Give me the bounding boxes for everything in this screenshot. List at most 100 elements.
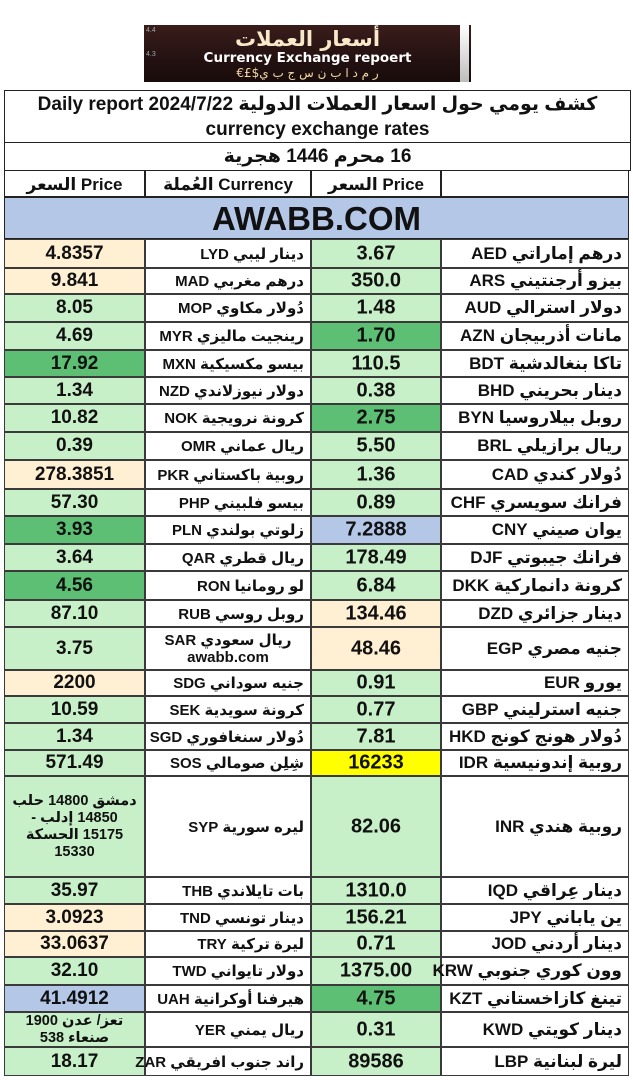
report-title-line2: currency exchange rates — [205, 119, 430, 140]
logo-edge — [460, 25, 469, 82]
logo-corner-bottom: 4.3 — [146, 51, 156, 58]
currency-left-cell-text: بيسو مكسيكية MXN — [162, 355, 304, 373]
currency-right-cell-text: دينار عِراقي IQD — [487, 880, 622, 900]
price-right-cell-text: 7.81 — [356, 725, 396, 747]
price-right-cell: 110.5 — [311, 350, 441, 377]
table-row: 10.82 كرونة نرويجية NOK 2.75 روبل بيلاروسيا… — [0, 404, 633, 432]
currency-right-cell-text: دولار استرالي AUD — [464, 298, 623, 317]
currency-right-cell-text: ليرة لبنانية LBP — [494, 1051, 622, 1071]
price-right-cell: 1375.00 — [311, 957, 441, 985]
price-right-cell: 0.89 — [311, 489, 441, 516]
currency-right-cell: دُولار كندي CAD — [441, 460, 629, 489]
currency-right-cell: وون كوري جنوبي KRW — [433, 957, 629, 985]
currency-left-cell: رينجيت ماليزي MYR — [145, 322, 311, 350]
price-right-cell-text: 1310.0 — [345, 879, 407, 901]
price-right-cell: 1310.0 — [311, 877, 441, 904]
header-blank — [441, 170, 629, 197]
currency-left-cell-text: ليره سورية SYP — [188, 818, 304, 836]
price-left-cell: 1.34 — [4, 377, 145, 404]
logo-subline: €£$ر م د ا ب ن س ج ب ي — [236, 66, 379, 80]
price-right-cell: 0.31 — [311, 1012, 441, 1047]
currency-right-cell: مانات أذربيجان AZN — [441, 322, 629, 350]
table-row: 571.49 شِلِن صومالي SOS 16233 روبية إندونيس… — [0, 750, 633, 776]
logo-corner-top: 4.4 — [146, 27, 156, 34]
currency-left-cell: دولار تايواني TWD — [145, 957, 311, 985]
currency-left-cell-text: دولار نيوزلاندي NZD — [159, 382, 304, 400]
price-right-cell: 5.50 — [311, 432, 441, 460]
currency-right-cell-text: دُولار هونج كونج HKD — [448, 726, 622, 746]
price-right-cell-text: 89586 — [348, 1050, 404, 1072]
price-left-cell-text: 10.82 — [50, 407, 99, 428]
price-left-cell: 1.34 — [4, 723, 145, 750]
price-left-cell-text: 10.59 — [50, 698, 99, 720]
currency-right-cell-text: دينار جزائري DZD — [478, 603, 622, 623]
price-left-cell-text: 3.93 — [56, 519, 93, 540]
currency-right-cell: فرانك سويسري CHF — [441, 489, 629, 516]
currency-right-cell-text: دُولار كندي CAD — [491, 464, 622, 484]
price-left-cell: 18.17 — [4, 1047, 145, 1076]
report-title: كشف يومي حول اسعار العملات الدولية Daily… — [4, 90, 631, 143]
table-row: 2200 جنيه سوداني SDG 0.91 يورو EUR — [0, 670, 633, 696]
table-row: 3.75 ريال سعودي SAR awabb.com 48.46 جنيه مصر… — [0, 627, 633, 670]
report-title-line1: كشف يومي حول اسعار العملات الدولية Daily… — [37, 94, 598, 115]
table-row: دمشق 14800 حلب 14850 إدلب -15175 الحسكة 15… — [0, 776, 633, 877]
currency-right-cell-text: ين ياباني JPY — [509, 907, 622, 927]
currency-left-cell-text: دينار ليبي LYD — [200, 245, 304, 263]
price-right-cell-text: 0.31 — [356, 1018, 396, 1040]
price-right-cell-text: 16233 — [348, 751, 404, 774]
price-right-cell: 89586 — [311, 1047, 441, 1076]
currency-right-cell-text: روبية هندي INR — [495, 816, 622, 836]
currency-left-cell: لو رومانيا RON — [145, 571, 311, 600]
price-right-cell-text: 7.2888 — [345, 518, 407, 541]
currency-right-cell: دُولار هونج كونج HKD — [441, 723, 629, 750]
currency-right-cell: تينغ كازاخستاني KZT — [441, 985, 629, 1012]
price-right-cell-text: 0.38 — [356, 379, 396, 401]
table-row: 33.0637 ليرة تركية TRY 0.71 دينار أردني JOD — [0, 931, 633, 957]
currency-right-cell: يوان صيني CNY — [441, 516, 629, 544]
price-right-cell: 1.70 — [311, 322, 441, 350]
currency-right-cell-text: جنيه مصري EGP — [486, 638, 622, 658]
price-left-cell: 57.30 — [4, 489, 145, 516]
price-left-cell: 33.0637 — [4, 931, 145, 957]
table-row: 8.05 دُولار مكاوي MOP 1.48 دولار استرالي AU… — [0, 294, 633, 322]
currency-left-cell-text: هيرفنا أوكرانية UAH — [157, 990, 304, 1008]
table-row: 87.10 روبل روسي RUB 134.46 دينار جزائري DZD — [0, 600, 633, 627]
currency-left-cell: كرونة نرويجية NOK — [145, 404, 311, 432]
currency-left-cell-text: ريال سعودي SAR awabb.com — [164, 631, 292, 666]
currency-right-cell: درهم إماراتي AED — [441, 239, 629, 268]
price-left-cell: 4.56 — [4, 571, 145, 600]
price-left-cell-text: 2200 — [53, 672, 96, 693]
currency-right-cell: جنيه استرليني GBP — [441, 696, 629, 723]
price-right-cell-text: 0.71 — [356, 932, 396, 955]
currency-left-cell: ريال عماني OMR — [145, 432, 311, 460]
currency-right-cell-text: فرانك سويسري CHF — [450, 492, 622, 512]
currency-right-cell-text: بيزو أرجنتيني ARS — [469, 271, 622, 290]
currency-right-cell-text: تاكا بنغالدشية BDT — [469, 353, 622, 373]
currency-right-cell: دينار عِراقي IQD — [441, 877, 629, 904]
price-left-cell: دمشق 14800 حلب 14850 إدلب -15175 الحسكة 15… — [4, 776, 145, 877]
currency-right-cell-text: ريال برازيلي BRL — [477, 436, 622, 455]
currency-right-cell: كرونة دانماركية DKK — [441, 571, 629, 600]
price-left-cell-text: 4.56 — [56, 574, 93, 596]
price-right-cell-text: 1.70 — [356, 324, 396, 347]
currency-right-cell: بيزو أرجنتيني ARS — [441, 268, 629, 294]
currency-right-cell-text: تينغ كازاخستاني KZT — [449, 988, 622, 1008]
currency-left-cell-text: روبل روسي RUB — [178, 605, 304, 623]
currency-left-cell-text: دولار تايواني TWD — [172, 963, 304, 980]
currency-right-cell-text: روبية إندونيسية IDR — [458, 753, 622, 772]
price-left-cell: 4.8357 — [4, 239, 145, 268]
price-left-cell-text: 57.30 — [50, 491, 99, 513]
currency-right-cell: دينار جزائري DZD — [441, 600, 629, 627]
price-left-cell: 3.64 — [4, 544, 145, 571]
currency-right-cell: روبية إندونيسية IDR — [441, 750, 629, 776]
currency-left-cell: دولار نيوزلاندي NZD — [145, 377, 311, 404]
price-left-cell: 35.97 — [4, 877, 145, 904]
price-right-cell: 0.71 — [311, 931, 441, 957]
price-right-cell: 3.67 — [311, 239, 441, 268]
price-left-cell-text: 3.75 — [56, 637, 93, 659]
currency-left-cell: هيرفنا أوكرانية UAH — [145, 985, 311, 1012]
price-right-cell: 2.75 — [311, 404, 441, 432]
price-right-cell-text: 0.77 — [356, 698, 396, 720]
currency-left-cell: بات تايلاندي THB — [145, 877, 311, 904]
price-left-cell: 87.10 — [4, 600, 145, 627]
